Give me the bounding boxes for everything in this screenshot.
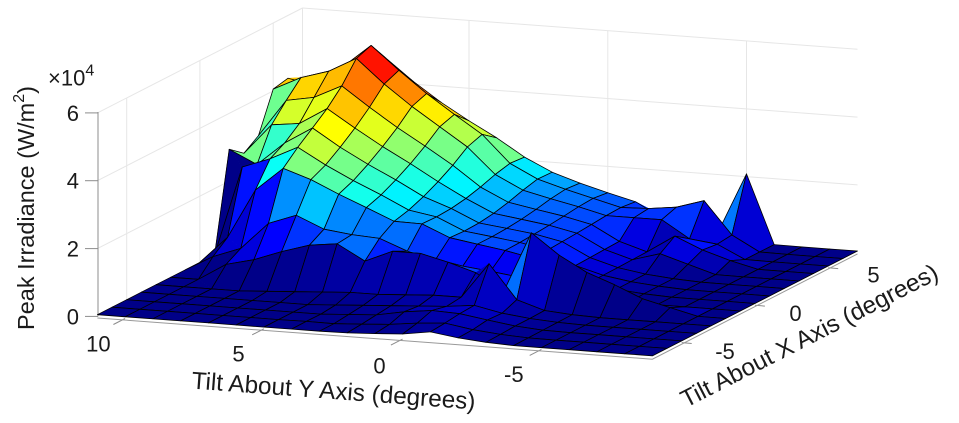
svg-text:0: 0 [789, 301, 801, 326]
svg-text:-5: -5 [715, 339, 735, 364]
svg-text:0: 0 [67, 304, 79, 329]
svg-text:5: 5 [232, 342, 244, 367]
svg-text:5: 5 [867, 263, 879, 288]
svg-text:Peak Irradiance (W/m2): Peak Irradiance (W/m2) [11, 86, 39, 330]
svg-text:4: 4 [67, 169, 79, 194]
svg-text:2: 2 [67, 237, 79, 262]
svg-text:10: 10 [86, 331, 110, 356]
svg-text:-5: -5 [504, 362, 524, 387]
svg-text:0: 0 [373, 353, 385, 378]
svg-text:6: 6 [67, 101, 79, 126]
